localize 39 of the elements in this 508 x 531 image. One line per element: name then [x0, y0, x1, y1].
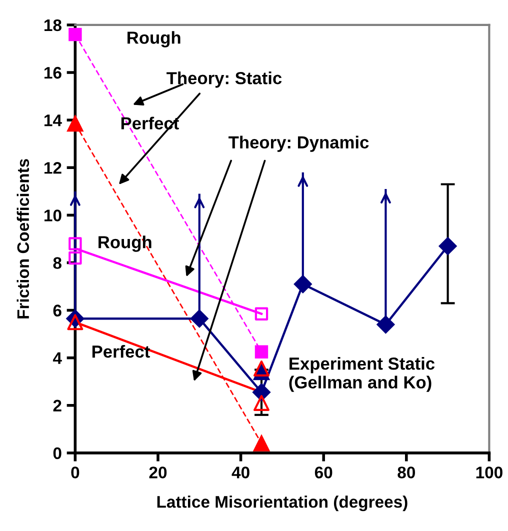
point — [252, 383, 270, 402]
point — [68, 251, 82, 265]
x-tick-label: 100 — [476, 466, 502, 478]
annotation: Perfect — [92, 344, 150, 358]
y-tick-label: 14 — [44, 114, 62, 126]
y-tick-label: 0 — [53, 447, 62, 460]
point — [438, 237, 457, 255]
x-tick-label: 60 — [314, 466, 332, 478]
annotation: Rough — [98, 236, 152, 252]
y-tick-label: 8 — [53, 257, 62, 269]
y-axis-title: Friction Coefficients — [16, 159, 30, 318]
annotation: Rough — [128, 31, 180, 48]
x-tick-label: 80 — [398, 466, 415, 478]
point — [254, 345, 268, 358]
annotation: Theory: Dynamic — [228, 136, 369, 152]
point — [67, 314, 84, 330]
y-tick-label: 6 — [53, 304, 62, 316]
point — [190, 310, 208, 328]
annotation: Experiment Static (Gellman and Ko) — [289, 357, 435, 392]
x-axis-title: Lattice Misorientation (degrees) — [157, 496, 408, 512]
point — [68, 28, 82, 42]
point — [254, 395, 270, 411]
x-tick-label: 20 — [149, 466, 167, 478]
point — [254, 435, 270, 452]
x-tick-label: 40 — [232, 466, 250, 478]
point — [294, 275, 312, 294]
y-tick-label: 12 — [44, 162, 62, 174]
y-tick-label: 18 — [44, 19, 62, 32]
y-tick-label: 2 — [53, 400, 62, 412]
annotation: Theory: Static — [166, 72, 282, 88]
y-tick-label: 10 — [44, 210, 62, 222]
point — [68, 237, 82, 250]
y-tick-label: 4 — [52, 352, 62, 364]
point — [254, 360, 270, 377]
point — [376, 316, 395, 334]
x-tick-label: 0 — [71, 466, 80, 478]
point — [254, 307, 268, 320]
y-tick-label: 16 — [44, 66, 62, 79]
point — [67, 116, 84, 132]
